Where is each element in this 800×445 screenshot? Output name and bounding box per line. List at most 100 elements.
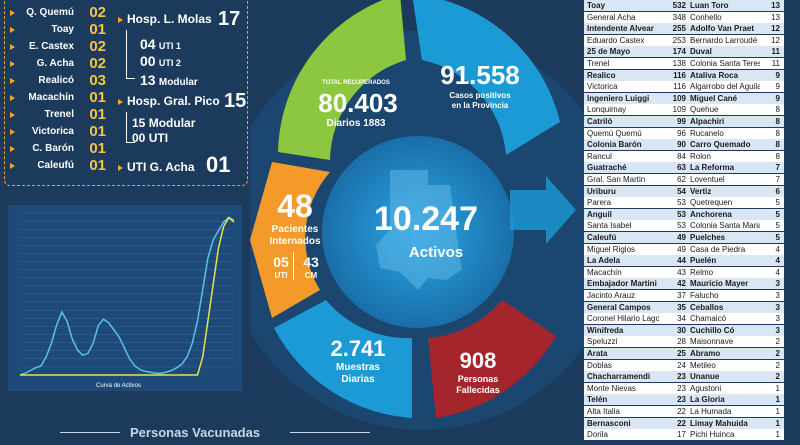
table-row: 25 de Mayo 174 Duval 11 (584, 46, 784, 58)
table-cell: 2 (775, 372, 780, 382)
fallecidas-label1: Personas (457, 374, 499, 384)
table-cell: Carro Quemado (690, 140, 751, 150)
vac-line-right (290, 432, 370, 433)
table-row: Doblas 24 Metileo 2 (584, 359, 784, 371)
table-cell: Speluzzi (587, 337, 618, 347)
table-row: Embajador Martini 42 Mauricio Mayer 3 (584, 278, 784, 290)
pico-bracket (126, 112, 135, 143)
table-cell: Ingeniero Luiggi (587, 93, 650, 103)
segment-recuperados (278, 0, 406, 160)
table-cell: 138 (672, 59, 686, 68)
molas-uti1-value: 04 (140, 36, 156, 52)
table-cell: Adolfo Van Praet (690, 24, 755, 34)
table-cell: 25 (677, 349, 686, 358)
table-cell: La Humada (690, 407, 732, 416)
table-cell: 34 (677, 314, 686, 324)
table-cell: Quetrequen (690, 198, 733, 208)
table-row: Gral. San Martin 62 Loventuel 7 (584, 174, 784, 185)
hosp-molas-icon (118, 16, 123, 23)
hosp-molas: Hosp. L. Molas (118, 12, 212, 26)
table-cell: 53 (677, 198, 686, 208)
molas-uti2-label: UTI 2 (158, 58, 181, 68)
table-cell: 11 (771, 59, 780, 68)
table-cell: 348 (672, 12, 686, 22)
table-cell: Jacinto Arauz (587, 291, 636, 300)
active-curve-chart: Curva de Activos (8, 205, 242, 391)
table-cell: 84 (677, 151, 686, 161)
table-cell: 9 (775, 70, 780, 80)
table-row: Telén 23 La Gloria 1 (584, 394, 784, 406)
table-cell: Colonia Santa Maria (690, 221, 760, 231)
pico-uti-label: UTI (148, 131, 169, 145)
table-cell: Cuchillo Có (690, 325, 735, 335)
table-row: Trenel 138 Colonia Santa Teresa 11 (584, 58, 784, 69)
table-cell: 23 (677, 395, 686, 405)
location-value: 02 (89, 55, 106, 72)
molas-bracket (126, 30, 135, 79)
province-map-icon (376, 170, 462, 290)
table-cell: Limay Mahuida (690, 418, 748, 428)
table-cell: Puelén (690, 256, 717, 266)
table-cell: Alta Italia (587, 407, 620, 416)
location-value: 01 (89, 157, 106, 174)
chart-series-line (20, 216, 235, 376)
table-cell: 253 (672, 35, 686, 45)
triangle-icon (10, 146, 15, 152)
hosp-acha-label: UTI G. Acha (127, 160, 195, 174)
table-cell: 12 (771, 24, 780, 34)
table-cell: 7 (775, 175, 780, 184)
molas-modular: 13 Modular (140, 72, 198, 88)
table-cell: 30 (677, 325, 686, 335)
triangle-icon (10, 112, 15, 118)
table-cell: Abramo (690, 349, 721, 358)
location-row: Toay 01 (4, 19, 108, 40)
table-cell: 1 (775, 395, 780, 405)
molas-uti2-value: 00 (140, 53, 156, 69)
table-cell: Telén (587, 395, 608, 405)
location-value: 01 (89, 123, 106, 140)
table-cell: 174 (672, 47, 686, 57)
location-value: 02 (89, 38, 106, 55)
table-cell: 4 (775, 256, 780, 266)
molas-modular-value: 13 (140, 72, 156, 88)
table-cell: Colonia Barón (587, 140, 642, 150)
table-cell: 3 (775, 325, 780, 335)
table-cell: 109 (672, 105, 686, 115)
location-row: Trenel 01 (4, 104, 108, 125)
table-cell: 8 (775, 151, 780, 161)
location-value: 02 (89, 4, 106, 21)
table-cell: 1 (775, 418, 780, 428)
table-cell: 3 (775, 279, 780, 289)
table-cell: 8 (775, 117, 780, 126)
table-cell: 255 (672, 24, 686, 34)
table-cell: Uriburu (587, 186, 616, 196)
table-cell: 5 (775, 221, 780, 231)
table-cell: 2 (775, 360, 780, 370)
fallecidas-label2: Fallecidas (456, 385, 500, 395)
muestras-label1: Muestras (336, 362, 380, 373)
segment-fallecidas (428, 300, 556, 418)
table-cell: 22 (677, 407, 686, 416)
hosp-molas-total: 17 (218, 8, 241, 30)
table-cell: La Adela (587, 256, 621, 266)
table-cell: 53 (677, 221, 686, 231)
molas-modular-label: Modular (158, 77, 198, 88)
table-cell: 3 (775, 291, 780, 300)
table-row: Parera 53 Quetrequen 5 (584, 197, 784, 209)
table-cell: Rancul (587, 151, 612, 161)
table-row: Ingeniero Luiggi 109 Miguel Cané 9 (584, 92, 784, 104)
table-cell: 49 (677, 233, 686, 242)
location-row: C. Barón 01 (4, 138, 108, 159)
table-cell: 109 (672, 93, 686, 103)
table-cell: 53 (677, 209, 686, 219)
location-value: 01 (89, 140, 106, 157)
table-cell: 9 (775, 82, 780, 92)
table-cell: 28 (677, 337, 686, 347)
location-row: Macachín 01 (4, 87, 108, 108)
table-cell: 1 (775, 430, 780, 440)
table-cell: 8 (775, 105, 780, 115)
table-cell: Victorica (587, 82, 618, 92)
segment-positivos (412, 0, 560, 155)
molas-uti2: 00 UTI 2 (140, 53, 181, 69)
table-row: Bernasconi 22 Limay Mahuida 1 (584, 417, 784, 429)
